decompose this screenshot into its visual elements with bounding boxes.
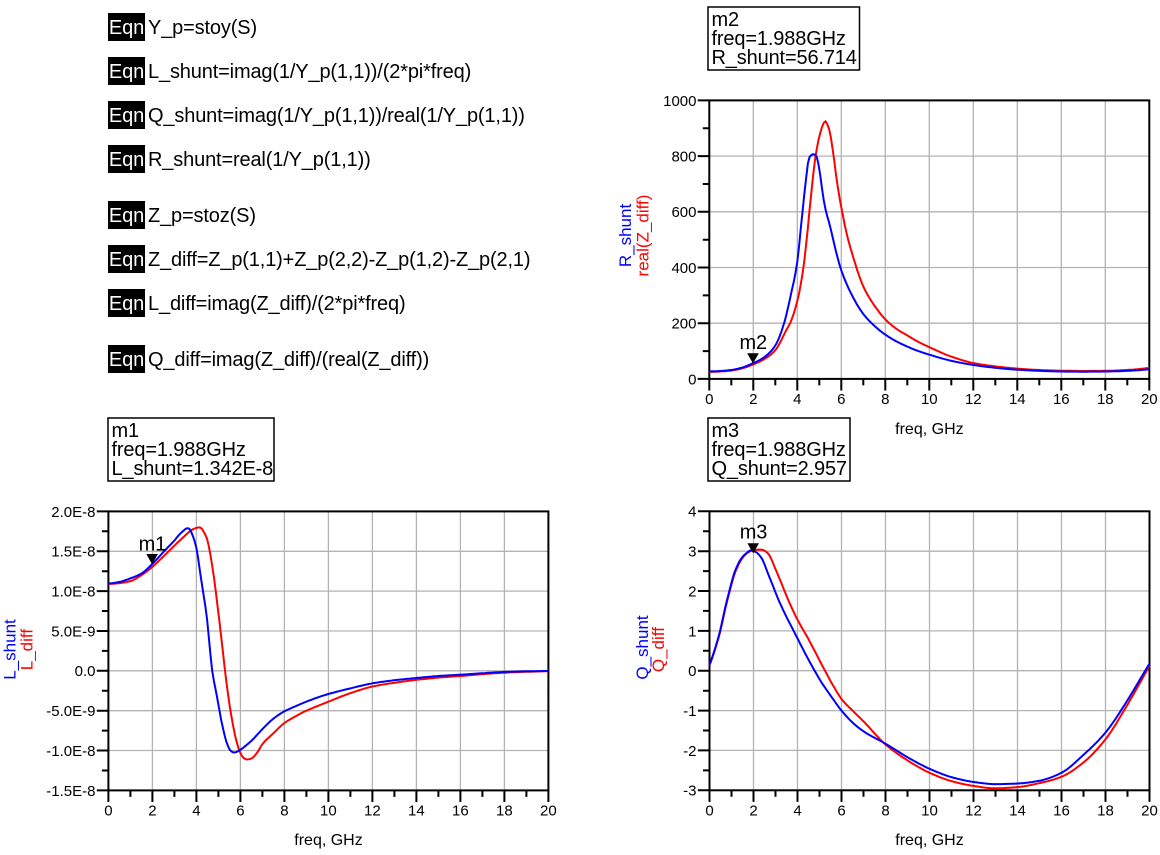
svg-text:3: 3 bbox=[688, 544, 696, 561]
svg-text:Z_diff=Z_p(1,1)+Z_p(2,2)-Z_p(1: Z_diff=Z_p(1,1)+Z_p(2,2)-Z_p(1,2)-Z_p(2,… bbox=[148, 249, 530, 271]
svg-text:200: 200 bbox=[671, 316, 696, 333]
svg-text:20: 20 bbox=[1141, 391, 1158, 408]
svg-text:freq, GHz: freq, GHz bbox=[895, 421, 963, 438]
svg-text:800: 800 bbox=[671, 149, 696, 166]
svg-text:10: 10 bbox=[921, 803, 938, 820]
svg-text:8: 8 bbox=[881, 803, 889, 820]
svg-text:freq, GHz: freq, GHz bbox=[294, 832, 362, 849]
svg-text:18: 18 bbox=[1097, 391, 1114, 408]
svg-text:freq=1.988GHz: freq=1.988GHz bbox=[712, 439, 846, 461]
svg-text:Eqn: Eqn bbox=[109, 249, 144, 271]
svg-text:2: 2 bbox=[688, 583, 696, 600]
svg-text:R_shunt=56.714: R_shunt=56.714 bbox=[712, 47, 857, 69]
svg-text:m3: m3 bbox=[712, 420, 740, 442]
svg-text:4: 4 bbox=[192, 803, 200, 820]
svg-text:1.5E-8: 1.5E-8 bbox=[51, 544, 95, 561]
svg-text:R_shunt: R_shunt bbox=[616, 204, 635, 268]
svg-text:6: 6 bbox=[236, 803, 244, 820]
svg-text:m1: m1 bbox=[139, 534, 167, 556]
svg-text:18: 18 bbox=[1097, 803, 1114, 820]
svg-text:600: 600 bbox=[671, 204, 696, 221]
svg-text:12: 12 bbox=[965, 391, 982, 408]
svg-text:4: 4 bbox=[688, 504, 696, 521]
svg-text:L_diff: L_diff bbox=[17, 629, 36, 671]
svg-text:14: 14 bbox=[1009, 391, 1026, 408]
svg-text:12: 12 bbox=[364, 803, 381, 820]
svg-text:2: 2 bbox=[148, 803, 156, 820]
svg-text:Eqn: Eqn bbox=[109, 349, 144, 371]
svg-text:Q_diff: Q_diff bbox=[649, 627, 668, 672]
svg-text:-5.0E-9: -5.0E-9 bbox=[46, 703, 95, 720]
svg-text:Q_shunt=2.957: Q_shunt=2.957 bbox=[712, 458, 847, 480]
svg-text:Q_shunt: Q_shunt bbox=[633, 615, 652, 680]
svg-text:0.0: 0.0 bbox=[75, 663, 96, 680]
svg-text:m1: m1 bbox=[112, 420, 140, 442]
svg-text:8: 8 bbox=[881, 391, 889, 408]
svg-text:Y_p=stoy(S): Y_p=stoy(S) bbox=[148, 17, 257, 39]
svg-text:L_shunt=1.342E-8: L_shunt=1.342E-8 bbox=[112, 458, 274, 480]
svg-text:14: 14 bbox=[408, 803, 425, 820]
svg-text:0: 0 bbox=[705, 803, 713, 820]
svg-text:6: 6 bbox=[837, 391, 845, 408]
svg-text:12: 12 bbox=[965, 803, 982, 820]
svg-text:400: 400 bbox=[671, 260, 696, 277]
svg-text:Z_p=stoz(S): Z_p=stoz(S) bbox=[148, 205, 256, 227]
svg-text:20: 20 bbox=[540, 803, 557, 820]
svg-text:-1: -1 bbox=[683, 703, 696, 720]
svg-text:20: 20 bbox=[1141, 803, 1158, 820]
svg-text:0: 0 bbox=[688, 663, 696, 680]
svg-text:0: 0 bbox=[688, 371, 696, 388]
svg-text:16: 16 bbox=[452, 803, 469, 820]
svg-text:4: 4 bbox=[793, 803, 801, 820]
svg-text:1000: 1000 bbox=[663, 93, 696, 110]
svg-text:-1.5E-8: -1.5E-8 bbox=[46, 783, 95, 800]
svg-text:freq=1.988GHz: freq=1.988GHz bbox=[112, 439, 246, 461]
svg-text:Eqn: Eqn bbox=[109, 105, 144, 127]
svg-text:18: 18 bbox=[496, 803, 513, 820]
svg-text:Eqn: Eqn bbox=[109, 17, 144, 39]
svg-text:Q_shunt=imag(1/Y_p(1,1))/real(: Q_shunt=imag(1/Y_p(1,1))/real(1/Y_p(1,1)… bbox=[148, 105, 525, 127]
svg-text:m3: m3 bbox=[740, 521, 768, 543]
svg-text:2: 2 bbox=[749, 803, 757, 820]
svg-text:0: 0 bbox=[104, 803, 112, 820]
svg-text:-1.0E-8: -1.0E-8 bbox=[46, 743, 95, 760]
svg-text:2: 2 bbox=[749, 391, 757, 408]
svg-text:Eqn: Eqn bbox=[109, 293, 144, 315]
svg-text:real(Z_diff): real(Z_diff) bbox=[633, 195, 652, 277]
svg-text:L_shunt: L_shunt bbox=[1, 619, 20, 680]
svg-text:Eqn: Eqn bbox=[109, 205, 144, 227]
svg-text:0: 0 bbox=[705, 391, 713, 408]
svg-text:m2: m2 bbox=[740, 332, 768, 354]
svg-text:L_shunt=imag(1/Y_p(1,1))/(2*pi: L_shunt=imag(1/Y_p(1,1))/(2*pi*freq) bbox=[148, 61, 471, 83]
svg-text:Eqn: Eqn bbox=[109, 61, 144, 83]
svg-text:L_diff=imag(Z_diff)/(2*pi*freq: L_diff=imag(Z_diff)/(2*pi*freq) bbox=[148, 293, 406, 315]
svg-text:freq, GHz: freq, GHz bbox=[895, 832, 963, 849]
svg-text:1.0E-8: 1.0E-8 bbox=[51, 584, 95, 601]
svg-text:14: 14 bbox=[1009, 803, 1026, 820]
svg-text:5.0E-9: 5.0E-9 bbox=[51, 623, 95, 640]
svg-text:1: 1 bbox=[688, 623, 696, 640]
svg-text:10: 10 bbox=[921, 391, 938, 408]
svg-text:m2: m2 bbox=[712, 9, 740, 31]
svg-text:2.0E-8: 2.0E-8 bbox=[51, 504, 95, 521]
svg-text:R_shunt=real(1/Y_p(1,1)): R_shunt=real(1/Y_p(1,1)) bbox=[148, 149, 371, 171]
svg-text:Q_diff=imag(Z_diff)/(real(Z_di: Q_diff=imag(Z_diff)/(real(Z_diff)) bbox=[148, 349, 429, 371]
svg-text:freq=1.988GHz: freq=1.988GHz bbox=[712, 28, 846, 50]
svg-text:-3: -3 bbox=[683, 783, 696, 800]
svg-text:16: 16 bbox=[1053, 391, 1070, 408]
svg-text:-2: -2 bbox=[683, 743, 696, 760]
svg-text:16: 16 bbox=[1053, 803, 1070, 820]
svg-text:8: 8 bbox=[280, 803, 288, 820]
svg-text:4: 4 bbox=[793, 391, 801, 408]
svg-text:6: 6 bbox=[837, 803, 845, 820]
svg-text:10: 10 bbox=[320, 803, 337, 820]
svg-text:Eqn: Eqn bbox=[109, 149, 144, 171]
